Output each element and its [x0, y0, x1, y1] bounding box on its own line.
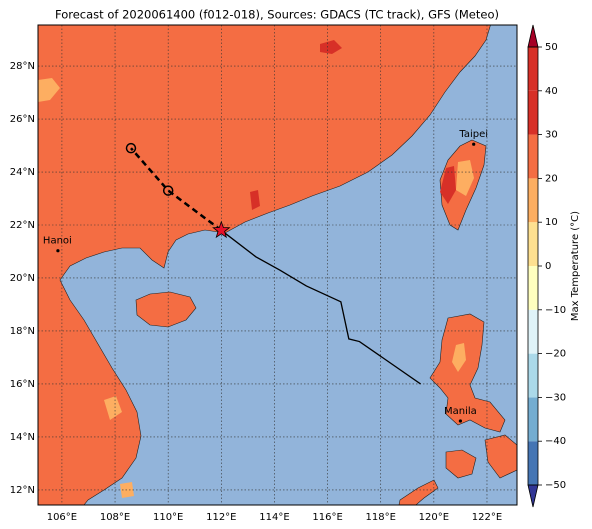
colorbar-segment — [528, 309, 538, 354]
x-tick-label: 122°E — [472, 512, 502, 523]
colorbar-segment — [528, 90, 538, 135]
x-tick-label: 106°E — [47, 512, 77, 523]
mainland — [38, 25, 491, 505]
colorbar-segment — [528, 222, 538, 266]
colorbar-tick-label: −10 — [545, 305, 566, 316]
x-tick-label: 110°E — [153, 512, 183, 523]
x-tick-label: 108°E — [100, 512, 130, 523]
city-label: Manila — [444, 406, 477, 417]
storm-position — [212, 220, 231, 239]
past-track — [220, 229, 421, 385]
map-frame — [37, 24, 518, 506]
colorbar-segment — [528, 353, 538, 398]
hot-patch — [250, 190, 260, 210]
visayas — [484, 434, 517, 479]
colorbar-segment — [528, 397, 538, 442]
city-marker — [472, 142, 476, 146]
hainan — [135, 291, 197, 328]
forecast-point — [125, 142, 137, 154]
forecast-track — [130, 147, 223, 232]
mindoro — [445, 449, 477, 479]
colorbar-tick-label: −40 — [545, 436, 566, 447]
y-tick-label: 24°N — [10, 167, 35, 178]
forecast-point — [162, 185, 174, 196]
warm-patch — [38, 78, 60, 102]
colorbar-tick-label: 10 — [545, 217, 558, 228]
hot-patch — [440, 166, 456, 204]
chart-title: Forecast of 2020061400 (f012-018), Sourc… — [55, 8, 499, 22]
y-tick-label: 16°N — [10, 379, 35, 390]
y-tick-label: 26°N — [10, 114, 35, 125]
x-tick-label: 116°E — [312, 512, 342, 523]
city-marker — [56, 249, 60, 253]
y-tick-label: 18°N — [10, 326, 35, 337]
palawan — [398, 479, 439, 505]
colorbar-segment — [528, 47, 538, 91]
warm-patch — [104, 396, 122, 420]
colorbar-segment — [528, 441, 538, 485]
land-layer — [38, 25, 517, 505]
warm-patch — [456, 160, 474, 196]
colorbar-tick-label: 20 — [545, 173, 558, 184]
y-tick-label: 12°N — [10, 485, 35, 496]
y-tick-label: 20°N — [10, 273, 35, 284]
luzon — [429, 313, 506, 433]
city-marker — [458, 419, 463, 423]
warm-patch — [452, 343, 466, 372]
y-tick-label: 14°N — [10, 432, 35, 443]
colorbar-tick-label: −20 — [545, 349, 566, 360]
y-tick-label: 22°N — [10, 220, 35, 231]
colorbar-extend-bottom — [527, 484, 539, 508]
city-label: Hanoi — [43, 236, 72, 247]
colorbar-tick-label: 40 — [545, 86, 558, 97]
colorbar-extend-top — [527, 24, 539, 48]
x-tick-label: 118°E — [366, 512, 396, 523]
colorbar-tick-label: 0 — [545, 261, 551, 272]
x-tick-label: 112°E — [206, 512, 236, 523]
colorbar-label: Max Temperature (°C) — [570, 211, 581, 321]
colorbar-tick-label: 30 — [545, 130, 558, 141]
colorbar-segment — [528, 178, 538, 223]
city-label: Taipei — [458, 129, 488, 140]
x-tick-label: 114°E — [259, 512, 289, 523]
colorbar-tick-label: 50 — [545, 42, 558, 53]
colorbar-segment — [528, 266, 538, 310]
hot-patch — [320, 40, 342, 54]
colorbar-segment — [528, 134, 538, 179]
y-tick-label: 28°N — [10, 61, 35, 72]
colorbar-tick-label: −30 — [545, 392, 566, 403]
colorbar-tick-label: −50 — [545, 480, 566, 491]
x-tick-label: 120°E — [419, 512, 449, 523]
